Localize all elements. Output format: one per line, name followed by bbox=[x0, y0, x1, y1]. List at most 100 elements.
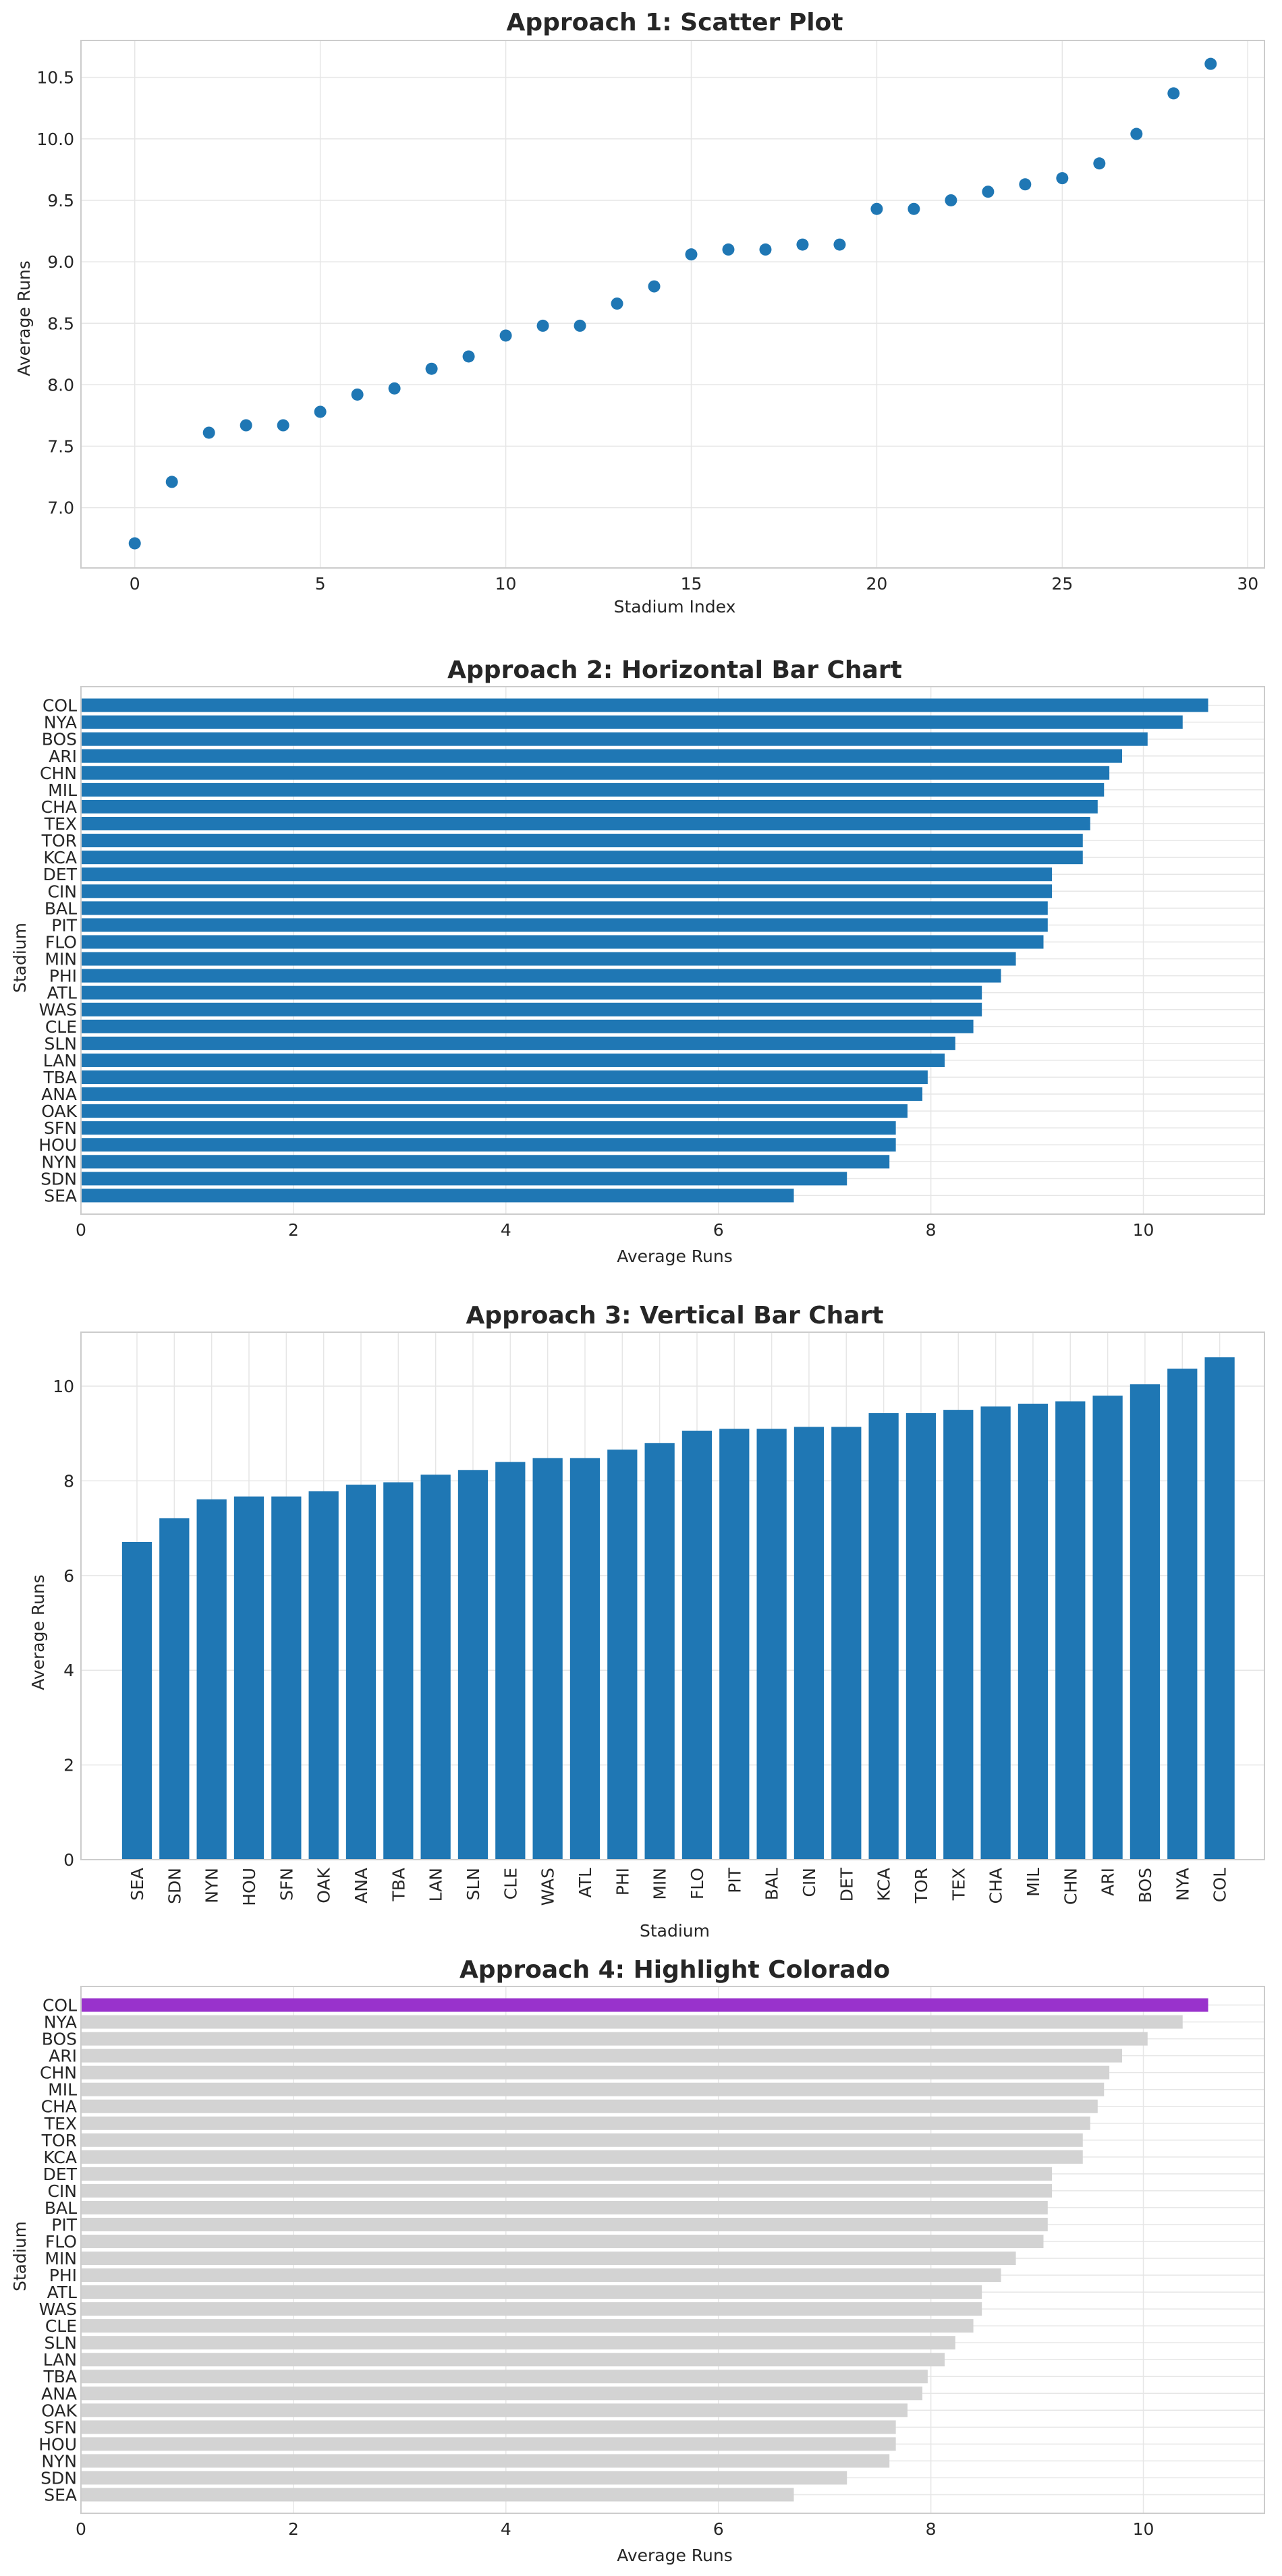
data-point bbox=[611, 297, 623, 310]
y-tick-label: COL bbox=[43, 1996, 77, 2015]
bar bbox=[81, 2285, 982, 2299]
bar bbox=[980, 1406, 1011, 1860]
bar bbox=[81, 2015, 1183, 2029]
y-tick-label: ANA bbox=[41, 2384, 77, 2403]
bar bbox=[868, 1413, 899, 1860]
bar bbox=[420, 1475, 451, 1860]
data-point bbox=[945, 194, 957, 206]
y-tick-label: FLO bbox=[45, 2232, 77, 2252]
bar bbox=[905, 1413, 937, 1860]
y-tick-label: ATL bbox=[47, 2283, 77, 2302]
y-tick-label: CHA bbox=[41, 797, 77, 817]
x-tick-label: BAL bbox=[762, 1868, 782, 1900]
bar bbox=[81, 901, 1048, 915]
x-tick-label: 25 bbox=[1051, 574, 1073, 594]
x-tick-label: NYN bbox=[202, 1868, 222, 1904]
data-point bbox=[796, 238, 809, 251]
data-point bbox=[908, 202, 920, 215]
y-tick-label: TEX bbox=[44, 814, 77, 834]
bar bbox=[457, 1470, 489, 1860]
data-point bbox=[982, 185, 995, 198]
x-tick-label: BOS bbox=[1136, 1868, 1155, 1903]
y-tick-label: WAS bbox=[39, 1000, 77, 1020]
bar bbox=[81, 851, 1083, 865]
data-point bbox=[1093, 157, 1106, 170]
bar bbox=[81, 1002, 982, 1017]
x-tick-label: COL bbox=[1210, 1868, 1230, 1902]
panel-3-xlabel: Stadium bbox=[640, 1921, 710, 1941]
panel-1-xlabel: Stadium Index bbox=[614, 597, 736, 617]
x-tick-label: 8 bbox=[926, 2519, 937, 2539]
data-point bbox=[1204, 57, 1217, 70]
y-tick-label: BOS bbox=[42, 2030, 77, 2049]
x-tick-label: SEA bbox=[128, 1868, 147, 1901]
bar bbox=[81, 2133, 1083, 2147]
bar bbox=[81, 2403, 908, 2417]
panel-vertical-bar: Approach 3: Vertical Bar Chart Stadium A… bbox=[28, 1302, 1265, 1941]
y-tick-label: 8.0 bbox=[47, 375, 74, 395]
x-tick-label: 4 bbox=[501, 1220, 511, 1240]
y-tick-label: ARI bbox=[49, 2047, 77, 2066]
y-tick-label: FLO bbox=[45, 932, 77, 952]
bar bbox=[81, 935, 1044, 949]
data-point bbox=[759, 243, 772, 256]
x-tick-label: CIN bbox=[800, 1868, 819, 1897]
y-tick-label: KCA bbox=[43, 2148, 77, 2167]
bar bbox=[1055, 1401, 1086, 1860]
y-tick-label: KCA bbox=[43, 848, 77, 867]
x-tick-label: 5 bbox=[315, 574, 326, 594]
bar bbox=[81, 799, 1098, 813]
bar bbox=[81, 952, 1016, 966]
data-point bbox=[277, 419, 289, 432]
x-tick-label: 10 bbox=[1133, 1220, 1154, 1240]
y-tick-label: ANA bbox=[41, 1085, 77, 1104]
x-tick-label: 6 bbox=[713, 2519, 724, 2539]
y-tick-label: DET bbox=[43, 865, 78, 884]
y-tick-label: DET bbox=[43, 2165, 78, 2184]
x-tick-label: 2 bbox=[288, 2519, 299, 2539]
x-tick-label: 10 bbox=[1133, 2519, 1154, 2539]
bar bbox=[81, 2420, 896, 2434]
plot-frame bbox=[80, 40, 1265, 569]
x-tick-label: 0 bbox=[76, 2519, 86, 2539]
x-tick-label: KCA bbox=[874, 1868, 894, 1901]
x-tick-label: 20 bbox=[866, 574, 888, 594]
bar bbox=[569, 1458, 601, 1860]
panel-4-title: Approach 4: Highlight Colorado bbox=[459, 1956, 890, 1984]
x-tick-label: 6 bbox=[713, 1220, 724, 1240]
bar bbox=[81, 816, 1090, 831]
panel-2-title: Approach 2: Horizontal Bar Chart bbox=[447, 656, 902, 684]
bar bbox=[81, 1036, 955, 1050]
x-tick-label: OAK bbox=[314, 1867, 334, 1903]
x-tick-label: PIT bbox=[725, 1867, 744, 1893]
y-tick-label: TOR bbox=[41, 831, 77, 851]
y-tick-label: OAK bbox=[41, 2401, 77, 2420]
data-point bbox=[128, 537, 141, 550]
y-tick-label: SEA bbox=[44, 2485, 77, 2505]
x-tick-label: TOR bbox=[912, 1868, 931, 1904]
y-tick-label: TOR bbox=[41, 2131, 77, 2150]
x-tick-label: CHN bbox=[1061, 1868, 1080, 1905]
y-tick-label: TBA bbox=[43, 2367, 77, 2386]
bar bbox=[81, 2183, 1053, 2198]
bar bbox=[81, 1172, 847, 1186]
bar bbox=[831, 1427, 862, 1860]
y-tick-label: SFN bbox=[44, 1118, 77, 1138]
plot-frame bbox=[80, 1332, 1265, 1860]
panel-1-ylabel: Average Runs bbox=[14, 260, 34, 376]
data-point bbox=[1056, 172, 1069, 185]
data-point bbox=[1019, 178, 1032, 191]
bar bbox=[81, 2353, 945, 2367]
bar bbox=[81, 834, 1083, 848]
y-tick-label: MIL bbox=[48, 780, 77, 800]
x-tick-label: NYA bbox=[1173, 1868, 1192, 1901]
bar bbox=[196, 1499, 227, 1860]
y-tick-label: 7.5 bbox=[47, 437, 74, 457]
data-point bbox=[685, 248, 698, 261]
y-tick-label: LAN bbox=[43, 2350, 77, 2370]
x-tick-label: HOU bbox=[240, 1868, 259, 1906]
bar bbox=[81, 969, 1001, 983]
panel-2-xlabel: Average Runs bbox=[617, 1247, 733, 1266]
panel-1-title: Approach 1: Scatter Plot bbox=[506, 9, 843, 36]
x-tick-label: SLN bbox=[464, 1868, 483, 1901]
